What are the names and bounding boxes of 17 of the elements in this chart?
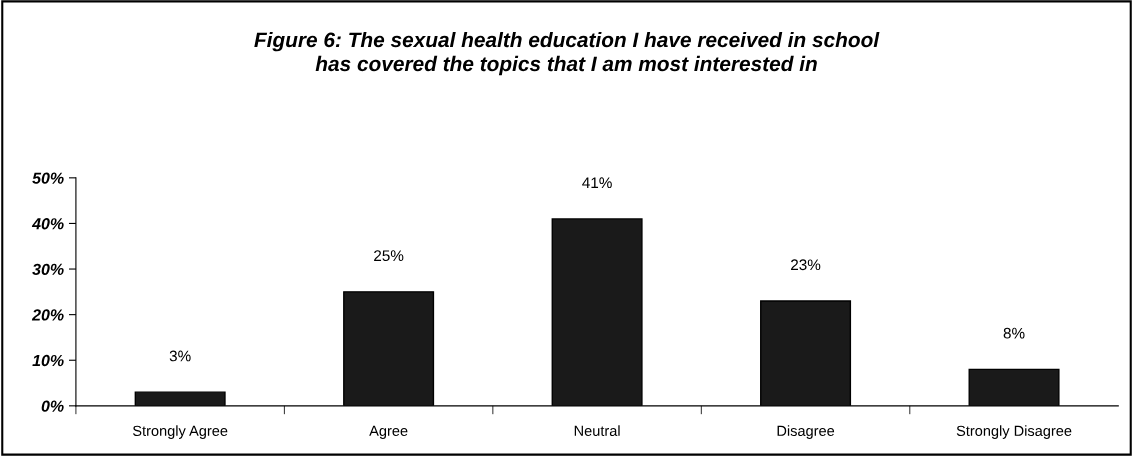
data-label: 25% [374, 250, 404, 262]
x-tick-label: Neutral [574, 425, 620, 436]
y-tick-label: 20% [31, 309, 64, 321]
data-label: 8% [1003, 327, 1025, 339]
y-tick-label: 0% [41, 400, 64, 412]
data-label: 41% [582, 177, 612, 189]
x-tick-label: Disagree [777, 425, 835, 439]
y-tick-label: 50% [32, 172, 64, 184]
x-tick-label: Strongly Disagree [956, 425, 1072, 439]
y-tick-label: 30% [32, 263, 64, 275]
y-tick-label: 10% [32, 354, 64, 367]
y-tick-label: 40% [31, 218, 64, 230]
chart-title: Figure 6: The sexual health education I have received in school has covered the topics that I am most interested in [254, 31, 880, 76]
data-label: 3% [169, 350, 191, 362]
x-tick-label: Agree [369, 425, 408, 439]
data-label: 23% [791, 259, 821, 271]
x-tick-label: Strongly Agree [132, 425, 228, 439]
